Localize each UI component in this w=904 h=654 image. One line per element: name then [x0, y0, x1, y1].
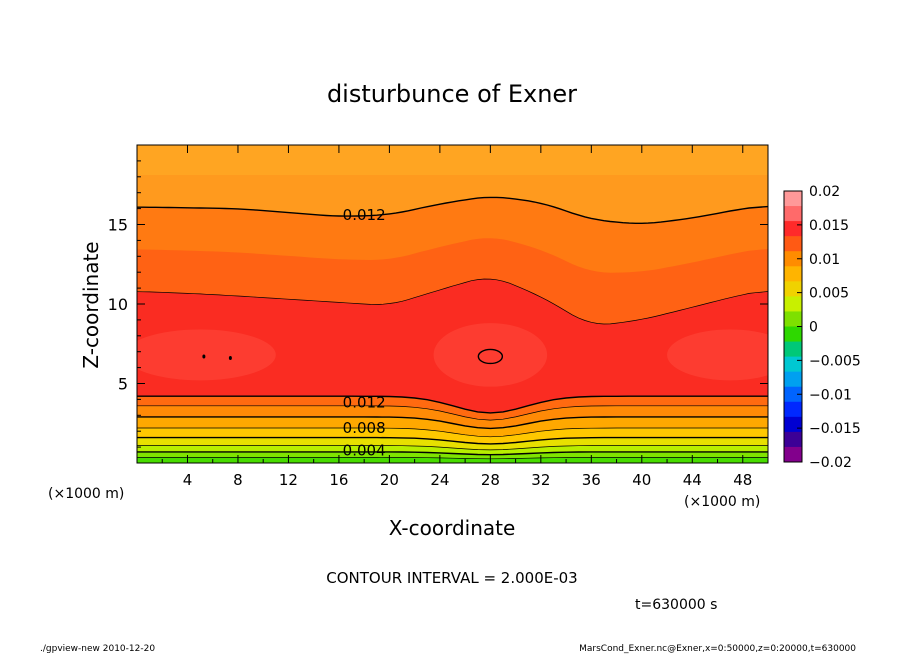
band-top-light [137, 145, 768, 175]
x-tick-label-3: 16 [329, 471, 348, 489]
colorbar-label-0: 0.02 [809, 184, 840, 200]
x-tick-label-10: 44 [683, 471, 702, 489]
contour-lower-1 [137, 451, 768, 456]
colorbar-swatch-3 [784, 236, 802, 252]
x-tick-label-8: 36 [582, 471, 601, 489]
x-tick-label-1: 8 [233, 471, 243, 489]
x-axis-label: X-coordinate [389, 516, 516, 540]
x-unit-left: (×1000 m) [48, 486, 124, 502]
contour-fills [137, 145, 768, 463]
closed-contour-small-a [202, 354, 206, 359]
contour-lower-6 [137, 405, 768, 421]
x-tick-label-5: 24 [430, 471, 449, 489]
colorbar-label-2: 0.01 [809, 252, 840, 268]
colorbar-swatch-17 [784, 446, 802, 463]
colorbar-label-4: 0 [809, 320, 818, 336]
x-tick-label-4: 20 [380, 471, 399, 489]
contour-lower-2 [137, 445, 768, 451]
colorbar-label-5: −0.005 [809, 353, 861, 369]
colorbar-swatch-10 [784, 341, 802, 358]
contour-upper-012 [137, 196, 768, 224]
colorbar-swatch-13 [784, 386, 802, 403]
colorbar-swatch-2 [784, 221, 802, 237]
core-blob-1 [433, 323, 548, 387]
contour-lines [137, 196, 768, 460]
core-blob-2 [667, 329, 768, 381]
band-lower-7 [137, 457, 768, 463]
y-tick-label-1: 10 [108, 295, 128, 314]
contour-upper-014 [137, 278, 768, 325]
contour-lower-5 [137, 416, 768, 430]
colorbar: 0.02 0.015 0.01 0.005 0 −0.005 −0.01 −0.015 −0.0… [783, 184, 861, 471]
colorbar-label-1: 0.015 [809, 218, 849, 234]
contour-labels: 0.012 0.012 0.008 0.004 [343, 206, 386, 459]
closed-contour-peak [477, 348, 504, 365]
x-tick-label-11: 48 [733, 471, 752, 489]
closed-contour-small-b [228, 356, 232, 361]
x-tick-label-9: 40 [632, 471, 651, 489]
contour-label-2: 0.008 [343, 419, 386, 437]
contour-label-1: 0.012 [343, 394, 386, 412]
contour-label-3: 0.004 [343, 441, 386, 459]
colorbar-label-3: 0.005 [809, 286, 849, 302]
x-tick-label-0: 4 [183, 471, 193, 489]
colorbar-swatch-8 [784, 311, 802, 327]
colorbar-swatch-4 [784, 251, 802, 267]
contour-lower-3 [137, 436, 768, 445]
colorbar-swatch-7 [784, 296, 802, 312]
y-axis-label: Z-coordinate [79, 241, 103, 368]
colorbar-swatch-16 [784, 431, 802, 448]
x-tick-label-2: 12 [279, 471, 298, 489]
x-tick-label-6: 28 [481, 471, 500, 489]
contour-interval-text: CONTOUR INTERVAL = 2.000E-03 [326, 569, 577, 587]
contour-lower-4 [137, 427, 768, 438]
colorbar-swatch-6 [784, 281, 802, 297]
colorbar-swatch-5 [784, 266, 802, 282]
footer-right: MarsCond_Exner.nc@Exner,x=0:50000,z=0:20… [579, 644, 856, 654]
time-text: t=630000 s [635, 597, 717, 613]
colorbar-swatch-0 [784, 191, 802, 207]
x-unit-right: (×1000 m) [684, 494, 760, 510]
colorbar-label-7: −0.015 [809, 421, 861, 437]
y-tick-label-0: 5 [118, 375, 128, 394]
contour-lower-0 [137, 457, 768, 460]
x-tick-label-7: 32 [531, 471, 550, 489]
y-tick-label-2: 15 [108, 216, 128, 235]
colorbar-label-6: −0.01 [809, 387, 852, 403]
colorbar-swatch-12 [784, 371, 802, 388]
colorbar-swatch-14 [784, 401, 802, 418]
colorbar-swatch-15 [784, 416, 802, 433]
footer-left: ./gpview-new 2010-12-20 [40, 644, 155, 654]
colorbar-swatch-11 [784, 356, 802, 373]
core-blob-0 [137, 329, 276, 381]
contour-lower-7 [137, 395, 768, 414]
chart-title: disturbunce of Exner [327, 80, 577, 108]
contour-label-0: 0.012 [343, 206, 386, 224]
colorbar-swatch-9 [784, 326, 802, 343]
colorbar-label-8: −0.02 [809, 455, 852, 471]
colorbar-swatch-1 [784, 206, 802, 222]
